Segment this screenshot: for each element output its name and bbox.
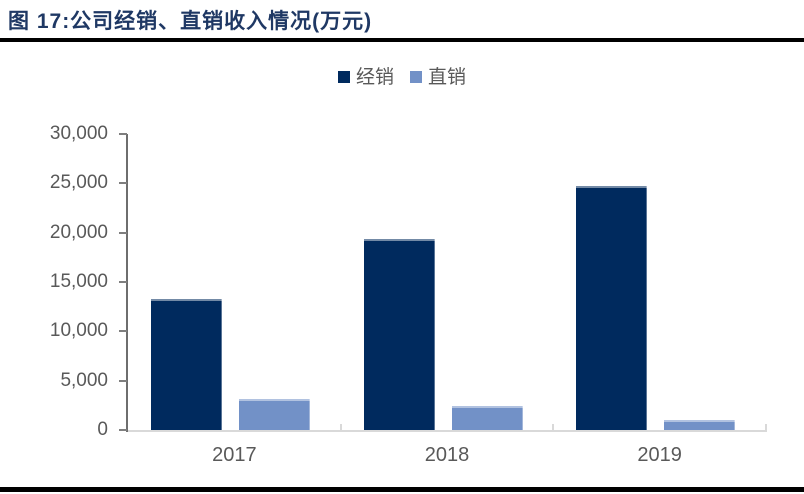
bar-series0-2019 xyxy=(576,185,648,430)
legend-item-1: 直销 xyxy=(410,68,466,87)
y-axis-line xyxy=(126,134,128,432)
x-axis-tick xyxy=(339,424,342,432)
x-axis-line xyxy=(128,430,766,432)
y-axis-tick xyxy=(119,182,127,185)
chart-legend: 经销 直销 xyxy=(0,63,804,91)
figure-title: 图 17:公司经销、直销收入情况(万元) xyxy=(8,10,373,33)
y-axis-tick xyxy=(119,281,127,283)
y-axis-tick xyxy=(119,379,127,382)
bar-series0-2018 xyxy=(363,238,435,430)
bar-series1-2018 xyxy=(451,405,523,430)
title-divider xyxy=(0,38,804,42)
x-axis-category-label: 2018 xyxy=(424,444,470,466)
y-axis-tick-label: 30,000 xyxy=(49,123,108,144)
bar-series1-2019 xyxy=(664,419,736,430)
bar-series0-2017 xyxy=(150,298,222,430)
y-axis-tick-label: 20,000 xyxy=(49,221,108,243)
legend-swatch-icon xyxy=(410,71,422,83)
y-axis-tick xyxy=(119,330,127,333)
legend-label: 经销 xyxy=(355,66,394,88)
legend-swatch-icon xyxy=(337,71,350,83)
y-axis-tick-label: 10,000 xyxy=(49,320,108,342)
y-axis-tick-label: 25,000 xyxy=(49,172,108,194)
y-axis-tick xyxy=(119,429,127,431)
x-axis-tick xyxy=(552,424,555,432)
x-axis-category-label: 2019 xyxy=(637,444,682,466)
bottom-divider xyxy=(0,487,804,492)
bar-series1-2017 xyxy=(238,398,310,430)
legend-label: 直销 xyxy=(428,66,467,88)
y-axis-tick-label: 15,000 xyxy=(49,271,108,292)
x-axis-category-label: 2017 xyxy=(212,444,257,466)
y-axis-tick-label: 5,000 xyxy=(60,369,108,391)
x-axis-tick xyxy=(765,424,767,432)
legend-item-0: 经销 xyxy=(337,66,394,88)
y-axis-tick-label: 0 xyxy=(97,419,108,440)
y-axis-tick xyxy=(119,231,127,234)
y-axis-tick xyxy=(119,133,127,135)
